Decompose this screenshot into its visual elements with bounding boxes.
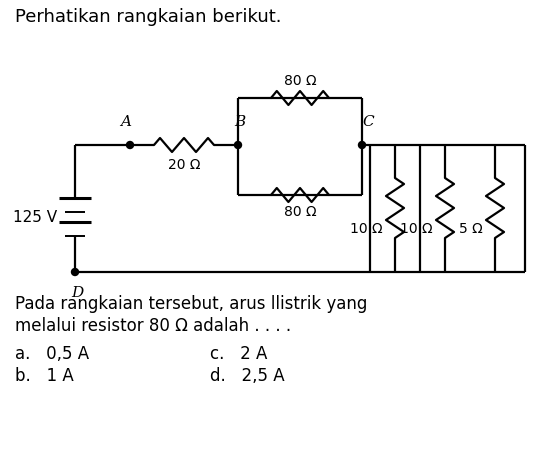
Text: Pada rangkaian tersebut, arus llistrik yang: Pada rangkaian tersebut, arus llistrik y…	[15, 295, 368, 313]
Circle shape	[126, 142, 134, 149]
Text: 125 V: 125 V	[13, 209, 57, 225]
Text: Perhatikan rangkaian berikut.: Perhatikan rangkaian berikut.	[15, 8, 282, 26]
Text: 20 Ω: 20 Ω	[168, 158, 200, 172]
Text: d.   2,5 A: d. 2,5 A	[210, 367, 285, 385]
Text: 10 Ω: 10 Ω	[351, 222, 383, 236]
Text: 80 Ω: 80 Ω	[284, 74, 316, 88]
Circle shape	[358, 142, 365, 149]
Text: B: B	[235, 115, 246, 129]
Text: C: C	[362, 115, 374, 129]
Circle shape	[72, 268, 78, 276]
Text: 5 Ω: 5 Ω	[459, 222, 483, 236]
Text: 10 Ω: 10 Ω	[400, 222, 433, 236]
Text: melalui resistor 80 Ω adalah . . . .: melalui resistor 80 Ω adalah . . . .	[15, 317, 291, 335]
Text: b.   1 A: b. 1 A	[15, 367, 74, 385]
Text: A: A	[120, 115, 131, 129]
Text: a.   0,5 A: a. 0,5 A	[15, 345, 89, 363]
Circle shape	[235, 142, 242, 149]
Text: c.   2 A: c. 2 A	[210, 345, 267, 363]
Text: D: D	[71, 286, 83, 300]
Text: 80 Ω: 80 Ω	[284, 205, 316, 219]
